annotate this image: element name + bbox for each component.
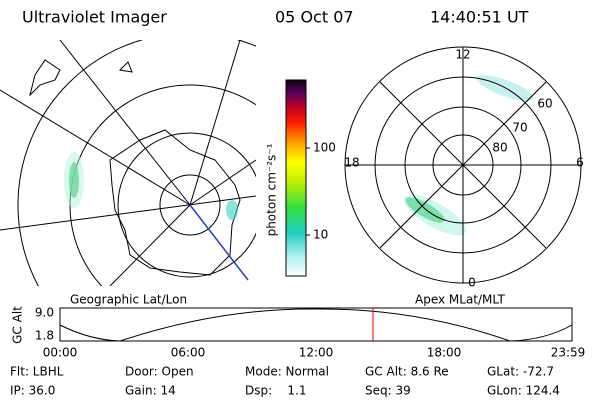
panel-label: Apex MLat/MLT (415, 293, 505, 307)
y-axis-label: GC Alt (11, 306, 25, 344)
field: GLon: 124.4 (487, 384, 560, 398)
footer: Flt: LBHL Door: Open Mode: Normal GC Alt… (10, 365, 560, 398)
field: GC Alt: 8.6 Re (365, 365, 449, 379)
colorbar-label: photon cm⁻²s⁻¹ (265, 143, 279, 236)
colorbar (285, 79, 307, 277)
colorbar-tick: 100 (313, 141, 336, 155)
x-tick-label: 00:00 (43, 346, 78, 360)
colorbar-tick: 10 (313, 228, 328, 242)
date: 05 Oct 07 (275, 8, 354, 27)
mlt-label: 6 (576, 156, 584, 170)
time: 14:40:51 UT (430, 8, 529, 27)
mlt-label: 12 (455, 48, 470, 62)
altitude-curve (59, 308, 573, 342)
field: Mode: Normal (245, 365, 329, 379)
geographic-map (0, 40, 256, 286)
lat-label: 80 (492, 141, 507, 155)
title: Ultraviolet Imager (22, 8, 167, 27)
field: GLat: -72.7 (487, 365, 554, 379)
field: Seq: 39 (365, 384, 411, 398)
lat-label: 60 (537, 97, 552, 111)
x-tick-label: 18:00 (427, 346, 462, 360)
altitude-plot (59, 307, 573, 342)
polar-plot: 12 18 6 0 60 70 80 (344, 46, 584, 290)
field: Dsp: 1.1 (245, 384, 307, 398)
mlt-label: 0 (468, 276, 476, 290)
y-tick-label: 9.0 (35, 306, 54, 320)
lat-label: 70 (512, 121, 527, 135)
y-tick-label: 1.8 (35, 329, 54, 343)
field: IP: 36.0 (10, 384, 55, 398)
mlt-label: 18 (344, 156, 359, 170)
panel-label: Geographic Lat/Lon (70, 293, 187, 307)
field: Flt: LBHL (10, 365, 64, 379)
x-tick-label: 23:59 (551, 346, 586, 360)
x-tick-label: 12:00 (299, 346, 334, 360)
x-tick-label: 06:00 (171, 346, 206, 360)
field: Door: Open (125, 365, 194, 379)
field: Gain: 14 (125, 384, 176, 398)
